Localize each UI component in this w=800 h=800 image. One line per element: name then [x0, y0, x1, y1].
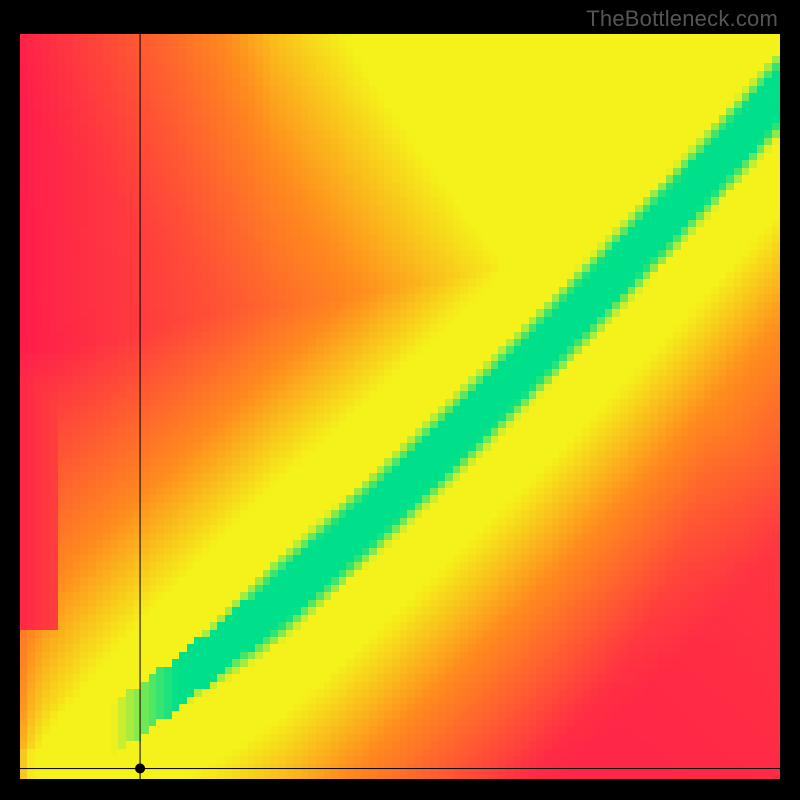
chart-container: TheBottleneck.com — [0, 0, 800, 800]
heatmap-plot — [20, 34, 780, 779]
watermark-text: TheBottleneck.com — [586, 6, 778, 32]
